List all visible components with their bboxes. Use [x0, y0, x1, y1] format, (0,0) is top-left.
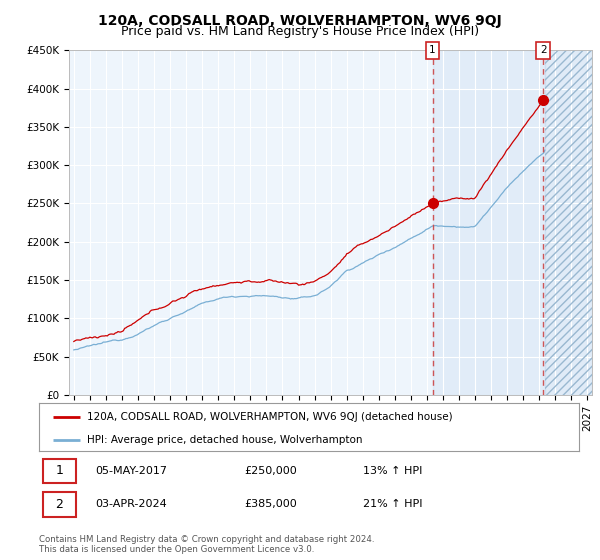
- Text: Contains HM Land Registry data © Crown copyright and database right 2024.
This d: Contains HM Land Registry data © Crown c…: [39, 535, 374, 554]
- Text: 13% ↑ HPI: 13% ↑ HPI: [363, 466, 422, 476]
- Text: 05-MAY-2017: 05-MAY-2017: [96, 466, 168, 476]
- Text: 21% ↑ HPI: 21% ↑ HPI: [363, 500, 422, 510]
- Text: 1: 1: [429, 45, 436, 55]
- Text: HPI: Average price, detached house, Wolverhampton: HPI: Average price, detached house, Wolv…: [86, 435, 362, 445]
- Text: £385,000: £385,000: [244, 500, 297, 510]
- Text: £250,000: £250,000: [244, 466, 297, 476]
- Text: 03-APR-2024: 03-APR-2024: [96, 500, 167, 510]
- Bar: [43, 492, 76, 516]
- Text: 2: 2: [56, 498, 64, 511]
- Bar: [545, 50, 592, 395]
- Text: 120A, CODSALL ROAD, WOLVERHAMPTON, WV6 9QJ: 120A, CODSALL ROAD, WOLVERHAMPTON, WV6 9…: [98, 14, 502, 28]
- Bar: [545, 50, 592, 395]
- Text: 1: 1: [56, 464, 64, 477]
- Bar: [43, 459, 76, 483]
- Bar: [433, 50, 545, 395]
- Text: 120A, CODSALL ROAD, WOLVERHAMPTON, WV6 9QJ (detached house): 120A, CODSALL ROAD, WOLVERHAMPTON, WV6 9…: [86, 412, 452, 422]
- Text: 2: 2: [540, 45, 547, 55]
- Text: Price paid vs. HM Land Registry's House Price Index (HPI): Price paid vs. HM Land Registry's House …: [121, 25, 479, 38]
